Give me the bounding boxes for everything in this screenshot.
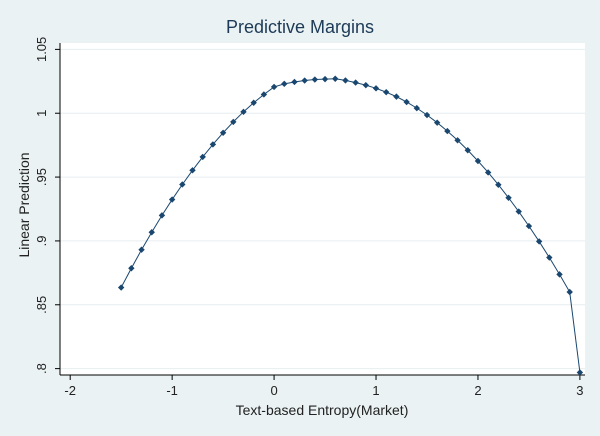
data-point-6 [179,181,186,188]
data-point-24 [362,81,370,89]
data-point-2 [138,246,145,253]
plot-area [60,43,585,375]
data-point-22 [342,77,349,84]
data-point-0 [117,284,125,291]
data-point-33 [454,137,461,144]
x-axis-title: Text-based Entropy(Market) [236,402,409,418]
data-point-18 [301,77,308,84]
x-tick-label-2: 0 [270,383,277,398]
x-tick-label-0: -2 [64,383,76,398]
data-point-16 [281,80,288,88]
data-point-43 [556,271,563,278]
data-point-34 [464,147,471,154]
data-point-27 [393,93,400,100]
data-point-5 [168,196,176,203]
data-point-31 [433,119,441,126]
data-point-9 [209,141,217,148]
data-point-19 [311,76,319,83]
chart-title: Predictive Margins [226,17,374,37]
data-point-44 [566,288,573,296]
y-axis-ticks: .8 .85 .9 .95 1 1.05 [34,37,60,374]
data-point-30 [423,111,431,119]
data-point-26 [383,88,390,96]
data-point-25 [372,85,380,92]
y-tick-label-5: 1.05 [34,37,49,62]
y-tick-label-1: .85 [34,296,49,314]
data-point-40 [525,222,533,230]
data-point-39 [515,208,522,215]
data-point-12 [240,108,247,116]
x-tick-label-3: 1 [372,383,379,398]
y-tick-label-4: 1 [34,110,49,117]
data-point-38 [505,194,512,201]
data-point-36 [484,169,492,176]
data-point-35 [474,157,482,165]
y-tick-label-2: .9 [34,236,49,247]
series-group [117,75,584,376]
data-point-21 [332,75,339,82]
data-point-23 [352,79,359,86]
y-tick-label-3: .95 [34,168,49,186]
data-point-4 [158,212,166,219]
data-point-37 [495,181,502,188]
series-line-0 [120,78,581,373]
data-point-45 [576,369,584,376]
data-point-7 [189,167,196,174]
data-point-42 [546,254,553,261]
data-point-11 [230,118,237,126]
data-point-13 [250,99,257,106]
data-point-28 [403,98,410,106]
y-tick-label-0: .8 [34,363,49,374]
data-point-14 [260,91,268,98]
y-axis-title: Linear Prediction [16,152,32,257]
data-point-20 [321,75,329,83]
data-point-29 [413,104,420,112]
data-point-15 [270,83,278,91]
x-tick-label-1: -1 [166,383,178,398]
data-point-32 [444,127,451,135]
data-point-17 [291,78,298,86]
data-point-3 [148,229,155,236]
x-tick-label-4: 2 [474,383,481,398]
grid-lines [60,48,585,370]
x-axis-ticks: -2 -1 0 1 2 3 [64,375,584,398]
data-point-8 [199,153,206,161]
data-point-41 [535,238,543,245]
data-point-10 [219,129,227,136]
x-tick-label-5: 3 [576,383,583,398]
data-point-1 [128,265,135,272]
